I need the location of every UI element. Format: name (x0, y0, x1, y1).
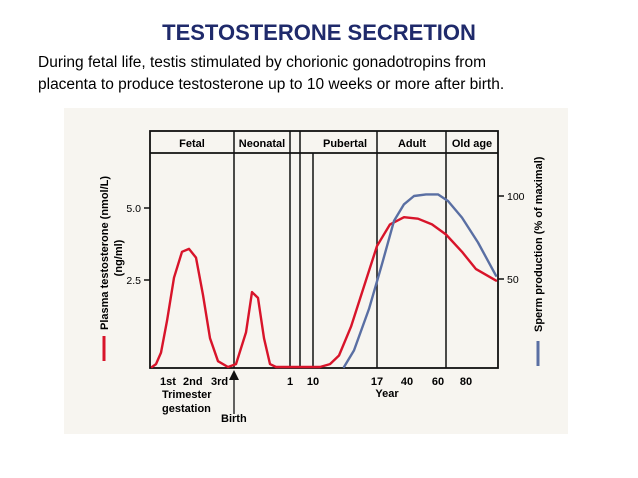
x-label-year-60: 60 (432, 376, 444, 388)
testosterone-line (150, 215, 498, 369)
x-caption-trimester: Trimester (162, 389, 212, 401)
right-axis-label: Sperm production (% of maximal) (533, 156, 545, 332)
phase-label-neonatal: Neonatal (239, 138, 285, 150)
subtitle-line-2: placenta to produce testosterone up to 1… (38, 76, 505, 93)
left-axis-unit-label: (ng/ml) (113, 239, 125, 276)
testosterone-chart-figure: Fetal Neonatal Pubertal Adult Old age 5.… (64, 108, 568, 434)
x-label-year-80: 80 (460, 376, 472, 388)
x-caption-gestation: gestation (162, 403, 211, 415)
phase-label-fetal: Fetal (179, 138, 205, 150)
left-tick-label-5: 5.0 (126, 203, 141, 215)
plot-frame (149, 130, 499, 369)
slide-title: TESTOSTERONE SECRETION (162, 20, 476, 45)
x-caption-year: Year (375, 388, 399, 400)
phase-label-pubertal: Pubertal (323, 138, 367, 150)
x-label-year-10: 10 (307, 376, 319, 388)
sperm-production-line (342, 193, 498, 369)
subtitle-line-1: During fetal life, testis stimulated by … (38, 54, 486, 71)
phase-label-old-age: Old age (452, 138, 492, 150)
testosterone-chart: Fetal Neonatal Pubertal Adult Old age 5.… (99, 130, 545, 425)
x-label-year-1: 1 (287, 376, 293, 388)
phase-label-adult: Adult (398, 138, 426, 150)
x-label-birth: Birth (221, 413, 247, 425)
x-label-trimester-1st: 1st (160, 376, 176, 388)
birth-arrow-head (229, 370, 239, 380)
left-tick-label-2-5: 2.5 (126, 275, 141, 287)
x-label-trimester-2nd: 2nd (183, 376, 203, 388)
x-label-trimester-3rd: 3rd (211, 376, 228, 388)
right-tick-label-100: 100 (507, 191, 525, 203)
right-tick-label-50: 50 (507, 274, 519, 286)
x-label-year-40: 40 (401, 376, 413, 388)
slide-subtitle: During fetal life, testis stimulated by … (38, 52, 628, 96)
x-label-year-17: 17 (371, 376, 383, 388)
left-axis-label: Plasma testosterone (nmol/L) (99, 176, 111, 330)
